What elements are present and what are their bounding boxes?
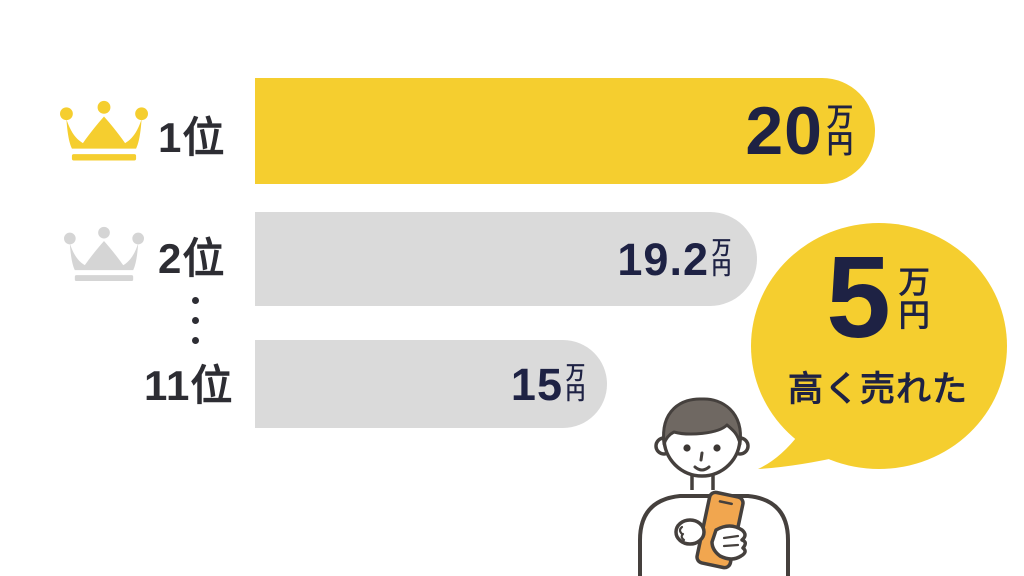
rank-1-label: 1位 <box>158 113 226 161</box>
bubble-caption: 高く売れた <box>787 370 968 409</box>
hair-icon <box>662 397 742 446</box>
unit-man: 万 <box>711 238 731 260</box>
bar-rank-2: 19.2 万 円 <box>255 212 757 306</box>
unit-en: 円 <box>898 297 930 333</box>
hand-icon <box>674 518 706 546</box>
unit-en: 円 <box>565 383 585 404</box>
nose-icon <box>699 451 704 462</box>
bar-rank-1: 20 万 円 <box>255 78 875 184</box>
eye-icon <box>683 444 691 452</box>
unit-man: 万 <box>826 102 853 133</box>
bar-11-value: 15 <box>510 358 563 410</box>
crown-silver-icon <box>64 226 144 281</box>
unit-man: 万 <box>898 265 930 300</box>
bubble-big-number: 5 <box>826 232 891 362</box>
bar-1-value: 20 <box>745 93 823 169</box>
bubble-unit: 万 円 <box>898 265 930 333</box>
rank-11-label: 11位 <box>144 361 234 409</box>
hand-icon <box>710 524 747 561</box>
ellipsis-dots <box>192 297 199 357</box>
unit-man: 万 <box>565 363 585 385</box>
eye-icon <box>713 444 721 452</box>
unit-en: 円 <box>826 129 853 159</box>
neck-icon <box>690 475 715 490</box>
bar-11-unit: 万 円 <box>566 364 585 403</box>
bar-rank-11: 15 万 円 <box>255 340 607 428</box>
speech-bubble <box>751 223 1007 469</box>
rank-2-label: 2位 <box>158 234 226 282</box>
bar-1-unit: 万 円 <box>827 104 853 158</box>
bar-2-value: 19.2 <box>617 233 709 285</box>
mouth-icon <box>693 465 711 472</box>
person-illustration <box>638 397 790 576</box>
bubble-amount: 5 万 円 <box>753 239 1003 355</box>
bar-2-unit: 万 円 <box>712 239 731 278</box>
crown-gold-icon <box>60 100 148 161</box>
unit-en: 円 <box>711 258 731 279</box>
